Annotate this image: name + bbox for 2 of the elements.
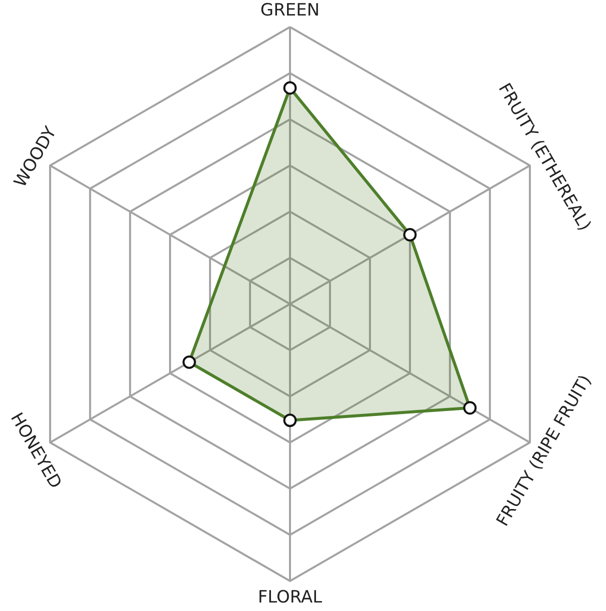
spoke-label: GREEN <box>260 0 320 20</box>
spoke-label: FLORAL <box>258 588 323 608</box>
